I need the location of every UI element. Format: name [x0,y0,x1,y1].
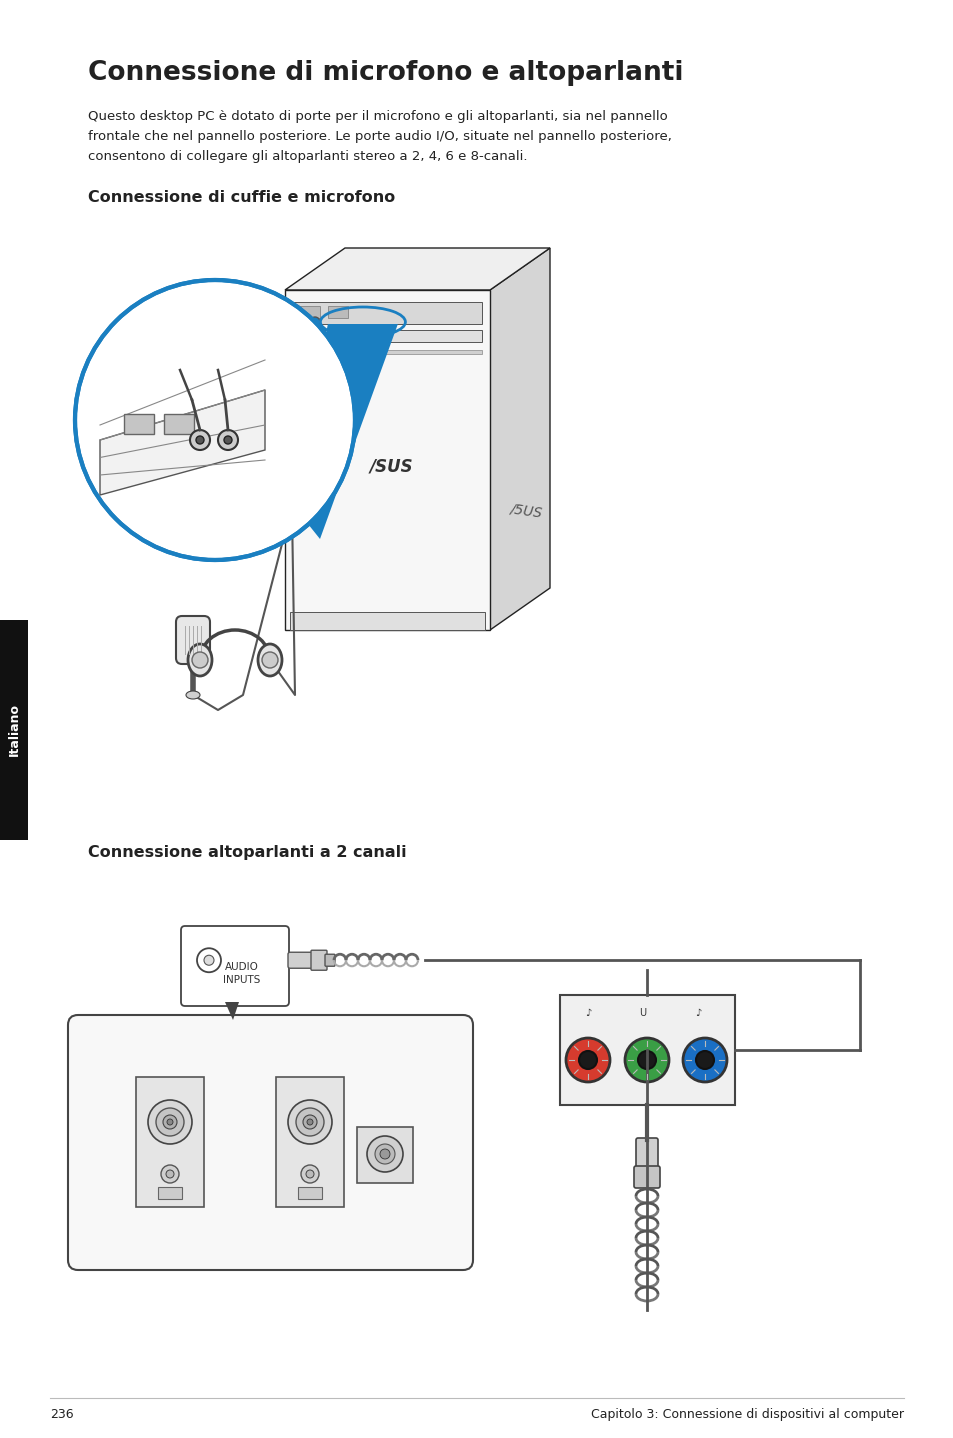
Circle shape [307,1119,313,1125]
Circle shape [166,1171,173,1178]
Circle shape [262,651,277,669]
Circle shape [156,1109,184,1136]
Circle shape [190,430,210,450]
Bar [275,1077,344,1206]
Circle shape [310,316,319,326]
FancyBboxPatch shape [311,951,327,971]
FancyBboxPatch shape [68,1015,473,1270]
Bar [285,290,490,630]
Text: 236: 236 [50,1408,73,1421]
Circle shape [218,430,237,450]
Circle shape [167,1119,172,1125]
Circle shape [224,436,232,444]
Ellipse shape [188,644,212,676]
Circle shape [196,948,221,972]
Bar [293,329,481,342]
Circle shape [292,316,302,326]
Text: Questo desktop PC è dotato di porte per il microfono e gli altoparlanti, sia nel: Questo desktop PC è dotato di porte per … [88,109,667,124]
Circle shape [204,955,213,965]
FancyBboxPatch shape [124,414,153,434]
Circle shape [303,1114,316,1129]
Text: U: U [639,1008,646,1018]
Ellipse shape [257,644,282,676]
Polygon shape [285,247,550,290]
Circle shape [375,1145,395,1163]
FancyBboxPatch shape [636,1137,658,1171]
FancyBboxPatch shape [325,955,335,966]
Text: consentono di collegare gli altoparlanti stereo a 2, 4, 6 e 8-canali.: consentono di collegare gli altoparlanti… [88,150,527,162]
Bar [293,349,481,354]
Circle shape [578,1051,597,1068]
Circle shape [624,1038,668,1081]
Text: Italiano: Italiano [8,703,20,756]
FancyBboxPatch shape [288,952,314,968]
Bar [328,306,348,318]
Text: Connessione altoparlanti a 2 canali: Connessione altoparlanti a 2 canali [88,846,406,860]
Text: Connessione di microfono e altoparlanti: Connessione di microfono e altoparlanti [88,60,682,86]
Text: frontale che nel pannello posteriore. Le porte audio I/O, situate nel pannello p: frontale che nel pannello posteriore. Le… [88,129,671,142]
FancyBboxPatch shape [181,926,289,1007]
Circle shape [288,1100,332,1145]
Circle shape [163,1114,177,1129]
Polygon shape [100,390,265,495]
Circle shape [75,280,355,559]
FancyBboxPatch shape [164,414,193,434]
Polygon shape [225,1002,239,1020]
Ellipse shape [186,692,200,699]
Circle shape [195,436,204,444]
Circle shape [682,1038,726,1081]
Bar [136,1077,204,1206]
Bar [356,1127,413,1183]
FancyBboxPatch shape [634,1166,659,1188]
Circle shape [192,651,208,669]
Text: /5US: /5US [509,502,542,521]
Circle shape [638,1051,656,1068]
Circle shape [565,1038,609,1081]
Circle shape [306,1171,314,1178]
FancyBboxPatch shape [175,615,210,664]
Polygon shape [292,324,397,539]
Text: Capitolo 3: Connessione di dispositivi al computer: Capitolo 3: Connessione di dispositivi a… [590,1408,903,1421]
Bar [299,306,319,318]
Circle shape [161,1165,179,1183]
Bar [297,1186,322,1199]
Bar [290,613,484,630]
Bar [158,1186,182,1199]
Bar [293,302,481,324]
Circle shape [696,1051,713,1068]
Text: ♪: ♪ [584,1008,591,1018]
Circle shape [367,1136,402,1172]
Circle shape [148,1100,192,1145]
Circle shape [301,1165,318,1183]
Text: ♪: ♪ [694,1008,700,1018]
Text: /SUS: /SUS [370,457,413,476]
Circle shape [379,1149,390,1159]
Text: Connessione di cuffie e microfono: Connessione di cuffie e microfono [88,190,395,206]
Bar [559,995,734,1104]
Circle shape [295,1109,324,1136]
Text: AUDIO
INPUTS: AUDIO INPUTS [223,962,260,985]
Bar [0,620,28,840]
Polygon shape [490,247,550,630]
